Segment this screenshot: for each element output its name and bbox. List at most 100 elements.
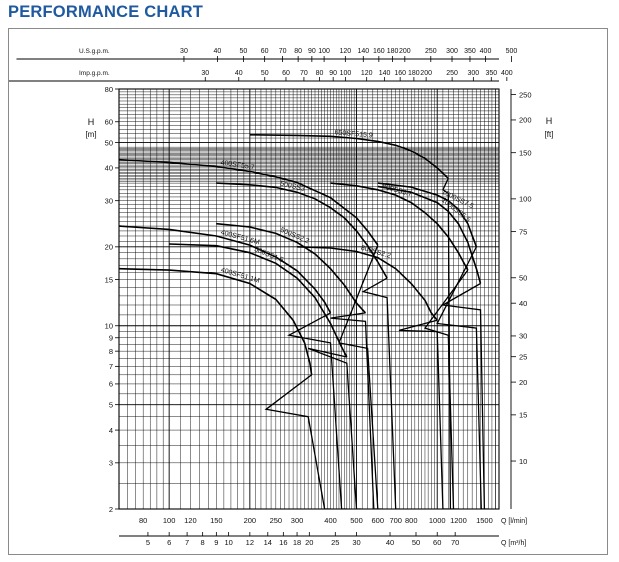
chart-frame: 2 3 4 5 6 7 8 9 10 15 20 30 40 50 60 80 H [m] 10 15 20 25 30 40…: [8, 28, 608, 555]
left-axis-tick-label: 80: [105, 85, 113, 94]
usgpm-tick-label: 80: [294, 48, 302, 55]
left-axis-tick-label: 30: [105, 196, 113, 205]
m3h-tick-label: 25: [331, 538, 339, 547]
plot-area: [119, 134, 489, 509]
pump-limit-9: [436, 246, 485, 509]
impgpm-tick-label: 300: [468, 70, 480, 77]
usgpm-tick-label: 350: [464, 48, 476, 55]
m3h-tick-label: 5: [146, 538, 150, 547]
impgpm-tick-label: 350: [485, 70, 497, 77]
m3h-tick-label: 70: [451, 538, 459, 547]
m3h-tick-label: 50: [412, 538, 420, 547]
left-axis-tick-label: 2: [109, 505, 113, 514]
lmin-tick-label: 1200: [450, 516, 467, 525]
impgpm-tick-label: 120: [361, 70, 373, 77]
right-axis-tick-label: 50: [519, 274, 527, 283]
right-axis-tick-label: 30: [519, 332, 527, 341]
usgpm-tick-label: 50: [240, 48, 248, 55]
pump-curve-1: [119, 267, 313, 375]
right-axis-tick-label: 10: [519, 457, 527, 466]
left-axis-tick-label: 15: [105, 275, 113, 284]
m3h-tick-label: 14: [264, 538, 272, 547]
series-label: 400SF55.7: [220, 160, 255, 172]
left-axis-label: H: [88, 117, 95, 127]
m3h-tick-label: 16: [279, 538, 287, 547]
impgpm-tick-label: 30: [201, 70, 209, 77]
left-axis-tick-label: 4: [109, 426, 113, 435]
impgpm-tick-label: 50: [261, 70, 269, 77]
pump-curve-3: [119, 225, 332, 314]
pump-limit-6: [338, 244, 382, 509]
pump-limit-4: [330, 312, 378, 509]
pump-limit-8: [423, 269, 469, 509]
left-axis-tick-label: 8: [109, 347, 113, 356]
lmin-tick-label: 500: [350, 516, 363, 525]
impgpm-tick-label: 400: [501, 70, 513, 77]
usgpm-tick-label: 30: [180, 48, 188, 55]
m3h-tick-label: 7: [185, 538, 189, 547]
pump-limit-11: [442, 178, 454, 509]
lmin-axis-label: Q [l/min]: [501, 518, 527, 525]
pump-limit-10: [440, 282, 489, 509]
lmin-tick-label: 100: [163, 516, 176, 525]
left-axis-tick-label: 6: [109, 380, 113, 389]
lmin-tick-label: 700: [389, 516, 402, 525]
right-axis-tick-label: 150: [519, 149, 532, 158]
m3h-tick-label: 8: [201, 538, 205, 547]
left-axis-tick-label: 3: [109, 459, 113, 468]
right-axis-tick-label: 15: [519, 411, 527, 420]
m3h-tick-label: 18: [293, 538, 301, 547]
right-axis-unit: [ft]: [545, 130, 554, 139]
right-axis-tick-label: 40: [519, 299, 527, 308]
usgpm-tick-label: 60: [261, 48, 269, 55]
pump-curve-8: [330, 182, 469, 271]
m3h-tick-label: 10: [224, 538, 232, 547]
right-axis-tick-label: 20: [519, 378, 527, 387]
usgpm-tick-label: 300: [446, 48, 458, 55]
usgpm-tick-label: 70: [279, 48, 287, 55]
right-axis-tick-label: 100: [519, 195, 532, 204]
m3h-tick-label: 9: [214, 538, 218, 547]
lmin-tick-label: 400: [324, 516, 337, 525]
usgpm-tick-label: 120: [339, 48, 351, 55]
impgpm-tick-label: 160: [394, 70, 406, 77]
lmin-tick-label: 120: [184, 516, 197, 525]
performance-chart: 234567891015203040506080H[m]101520253040…: [9, 48, 554, 547]
grid: [119, 88, 499, 510]
m3h-tick-label: 20: [305, 538, 313, 547]
impgpm-tick-label: 180: [408, 70, 420, 77]
left-axis-tick-label: 40: [105, 164, 113, 173]
pump-curve-5: [216, 182, 388, 279]
usgpm-tick-label: 140: [357, 48, 369, 55]
plot-border: [118, 88, 500, 510]
m3h-tick-label: 6: [167, 538, 171, 547]
lmin-tick-label: 300: [291, 516, 304, 525]
usgpm-tick-label: 180: [387, 48, 399, 55]
usgpm-tick-label: 200: [399, 48, 411, 55]
left-axis-tick-label: 60: [105, 118, 113, 127]
lmin-tick-label: 200: [244, 516, 257, 525]
right-axis-tick-label: 250: [519, 90, 532, 99]
right-axis-tick-label: 200: [519, 116, 532, 125]
impgpm-tick-label: 250: [446, 70, 458, 77]
lmin-tick-label: 80: [139, 516, 147, 525]
impgpm-tick-label: 70: [300, 70, 308, 77]
usgpm-axis-label: U.S.g.p.m.: [79, 48, 110, 55]
left-axis-tick-label: 9: [109, 334, 113, 343]
pump-curve-6: [119, 158, 379, 246]
left-axis-unit: [m]: [85, 130, 96, 139]
m3h-tick-label: 40: [386, 538, 394, 547]
usgpm-tick-label: 100: [318, 48, 330, 55]
m3h-tick-label: 12: [246, 538, 254, 547]
usgpm-tick-label: 90: [308, 48, 316, 55]
pump-curve-2: [169, 243, 348, 358]
impgpm-tick-label: 40: [235, 70, 243, 77]
lmin-tick-label: 150: [210, 516, 223, 525]
page-title: PERFORMANCE CHART: [8, 3, 203, 21]
right-axis-label: H: [546, 116, 553, 126]
pump-limit-7: [398, 319, 449, 509]
pump-limit-3: [287, 312, 347, 509]
m3h-axis-label: Q [m³/h]: [501, 540, 526, 547]
impgpm-axis-label: Imp.g.p.m.: [79, 70, 110, 77]
